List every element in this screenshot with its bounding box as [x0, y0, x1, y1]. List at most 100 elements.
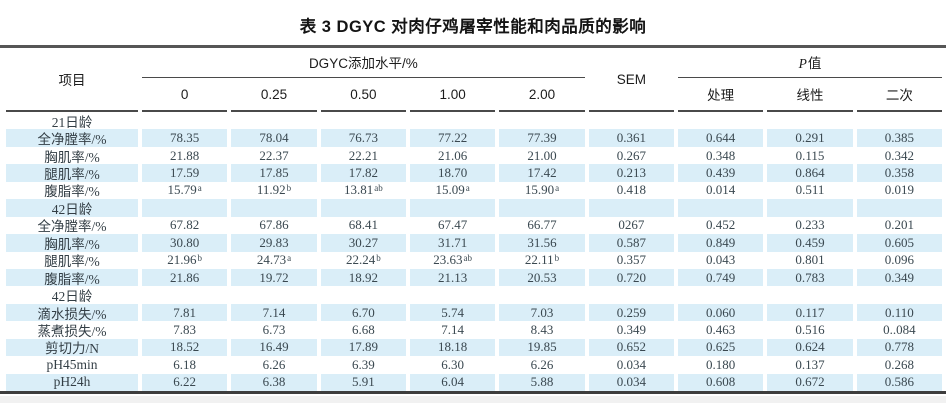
- data-cell: 67.86: [259, 217, 289, 233]
- page-margin-band: [0, 396, 946, 403]
- data-cell: 0.201: [884, 217, 914, 233]
- table-row: 腿肌率/% 21.96 b 24.73 a 22.24 b 23.63 ab 22.11 b 0.35…: [6, 252, 942, 269]
- data-cell: 0.259: [588, 303, 674, 322]
- table-row: 剪切力/N 18.52 16.49 17.89 18.18 19.85 0.652 0.625…: [6, 338, 942, 357]
- data-cell: [142, 286, 227, 303]
- data-cell: 0.672: [767, 373, 853, 391]
- data-cell: 31.71: [410, 234, 496, 252]
- data-cell: 0.385: [856, 129, 942, 147]
- data-cell: 17.82: [320, 164, 406, 182]
- table-row: pH24h 6.22 6.38 5.91 6.04 5.88 0.034 0.608 0.672…: [6, 373, 942, 391]
- data-cell: 6.30: [441, 356, 465, 372]
- data-cell: 30.80: [142, 234, 228, 252]
- data-cell: 6.26: [262, 356, 286, 372]
- data-cell: 0.233: [795, 217, 825, 233]
- row-label: 胸肌率/%: [44, 149, 100, 165]
- data-cell: 7.03: [499, 303, 585, 322]
- data-cell: [320, 199, 406, 217]
- table-row: 腿肌率/% 17.59 17.85 17.82 18.70 17.42 0.213 0.439…: [6, 164, 942, 182]
- data-cell: 0.516: [795, 321, 825, 337]
- data-cell: 0.110: [856, 303, 942, 322]
- data-cell: 0.864: [767, 164, 853, 182]
- table-row: 全净膛率/% 67.82 67.86 68.41 67.47 66.77 0267 0.452…: [6, 217, 942, 234]
- significance-superscript: b: [376, 252, 381, 263]
- row-label: 全净膛率/%: [37, 219, 107, 235]
- data-cell: 7.83: [173, 321, 197, 337]
- data-cell: 0.586: [856, 373, 942, 391]
- row-label: 腹脂率/%: [6, 268, 138, 287]
- section-header-row: 42日龄: [6, 286, 942, 304]
- data-cell: [499, 286, 584, 303]
- col-header-sem: SEM: [588, 48, 674, 112]
- data-cell: 0.180: [706, 356, 736, 372]
- row-label: 42日龄: [6, 199, 138, 217]
- data-cell: 0..084: [883, 321, 916, 337]
- data-cell: [321, 112, 406, 129]
- data-cell: 0.342: [884, 147, 914, 163]
- data-cell: 0.291: [767, 129, 853, 147]
- data-cell: [856, 199, 942, 217]
- significance-superscript: a: [555, 182, 560, 193]
- data-cell: 0.349: [856, 268, 942, 287]
- significance-superscript: a: [465, 182, 470, 193]
- data-cell: 15.09 a: [435, 182, 470, 198]
- data-cell: 0.849: [678, 234, 764, 252]
- data-cell: 6.39: [351, 356, 375, 372]
- data-cell: 21.00: [527, 147, 557, 163]
- data-cell: 0.213: [588, 164, 674, 182]
- data-cell: 0.349: [616, 321, 646, 337]
- data-cell: 66.77: [527, 217, 557, 233]
- data-cell: 0.060: [678, 303, 764, 322]
- row-label: pH45min: [46, 356, 98, 372]
- row-label: 剪切力/N: [6, 338, 138, 357]
- col-header-p-linear: 线性: [767, 78, 853, 112]
- data-cell: 5.88: [499, 373, 585, 391]
- data-cell: [410, 112, 495, 129]
- data-cell: 21.06: [438, 147, 468, 163]
- data-cell: 0.348: [706, 147, 736, 163]
- row-label: 腿肌率/%: [44, 254, 100, 269]
- data-cell: 5.74: [410, 303, 496, 322]
- data-cell: 6.38: [231, 373, 317, 391]
- significance-superscript: a: [287, 252, 292, 263]
- p-value-rest: 值: [807, 56, 822, 71]
- data-cell: [589, 286, 674, 303]
- data-cell: 22.37: [259, 147, 289, 163]
- data-cell: 0.014: [706, 182, 736, 198]
- data-cell: 18.92: [320, 268, 406, 287]
- data-cell: 0267: [618, 217, 645, 233]
- data-cell: 67.47: [438, 217, 468, 233]
- data-cell: 6.22: [142, 373, 228, 391]
- data-cell: 22.24 b: [345, 252, 381, 268]
- row-label: 腿肌率/%: [6, 164, 138, 182]
- data-cell: 0.034: [616, 356, 646, 372]
- bottom-rule: [0, 391, 946, 394]
- col-header-level-050: 0.50: [320, 78, 406, 112]
- data-cell: [589, 112, 674, 129]
- data-cell: [767, 112, 852, 129]
- data-cell: [678, 286, 763, 303]
- col-header-level-200: 2.00: [499, 78, 585, 112]
- data-cell: 0.801: [795, 252, 825, 268]
- col-header-level-100: 1.00: [410, 78, 496, 112]
- col-group-dgyc-level: DGYC添加水平/%: [142, 48, 585, 78]
- data-cell: [857, 112, 942, 129]
- data-cell: 68.41: [348, 217, 378, 233]
- row-label: 滴水损失/%: [6, 303, 138, 322]
- data-cell: 0.267: [616, 147, 646, 163]
- data-cell: 17.89: [320, 338, 406, 357]
- data-cell: 0.357: [616, 252, 646, 268]
- data-cell: 8.43: [530, 321, 554, 337]
- significance-superscript: b: [197, 252, 203, 263]
- data-cell: [410, 199, 496, 217]
- data-cell: 21.13: [410, 268, 496, 287]
- data-cell: 0.115: [795, 147, 825, 163]
- data-cell: 0.511: [795, 182, 825, 198]
- section-header-row: 42日龄: [6, 199, 942, 217]
- table-row: pH45min 6.18 6.26 6.39 6.30 6.26 0.034 0.180 0.1…: [6, 356, 942, 373]
- top-rule: [0, 45, 946, 48]
- col-header-item: 项目: [6, 48, 138, 112]
- data-cell: [410, 286, 495, 303]
